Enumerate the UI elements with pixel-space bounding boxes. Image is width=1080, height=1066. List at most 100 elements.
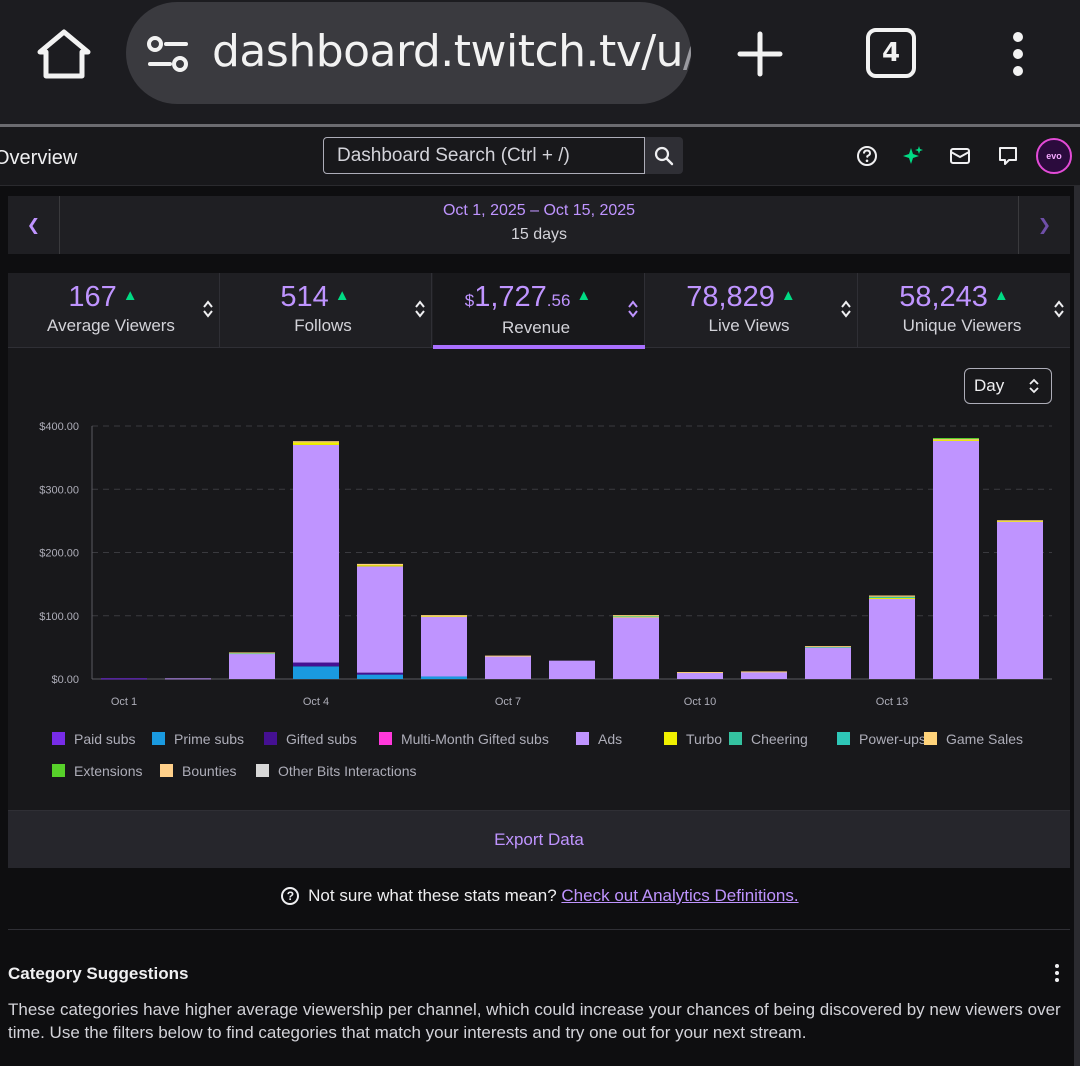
bar-segment xyxy=(933,438,979,440)
analytics-definitions-link[interactable]: Check out Analytics Definitions. xyxy=(561,886,799,905)
tab-switcher-button[interactable]: 4 xyxy=(866,28,916,78)
y-tick-label: $300.00 xyxy=(39,484,79,496)
bar-segment xyxy=(677,672,723,674)
bar-segment xyxy=(357,674,403,679)
help-circle-icon: ? xyxy=(281,887,300,905)
stat-value: 58,243 ▲ xyxy=(899,281,1009,313)
bar-segment xyxy=(613,615,659,617)
whispers-icon[interactable] xyxy=(997,145,1019,167)
legend-label: Other Bits Interactions xyxy=(278,763,417,779)
stat-tab-follows[interactable]: 514 ▲ Follows xyxy=(220,273,432,348)
stat-tab-unique-viewers[interactable]: 58,243 ▲ Unique Viewers xyxy=(859,273,1070,348)
bar-segment xyxy=(997,520,1043,522)
legend-label: Power-ups xyxy=(859,731,926,747)
search-icon xyxy=(654,146,674,165)
stats-panel: 167 ▲ Average Viewers 514 ▲ Follows $1,727… xyxy=(8,273,1070,868)
interval-select[interactable]: Day xyxy=(964,368,1052,404)
legend-item[interactable]: Cheering xyxy=(729,731,808,747)
dashboard-search[interactable] xyxy=(323,137,645,174)
home-icon[interactable] xyxy=(36,28,92,80)
stat-tab-average-viewers[interactable]: 167 ▲ Average Viewers xyxy=(8,273,220,348)
stat-value: $1,727.56 ▲ xyxy=(464,281,592,313)
chevron-right-icon: ❯ xyxy=(1037,217,1052,234)
bar-segment xyxy=(229,653,275,679)
sparkle-icon[interactable] xyxy=(902,145,924,167)
help-text: Not sure what these stats mean? xyxy=(308,886,557,905)
browser-menu-icon[interactable] xyxy=(1008,30,1028,78)
sort-icon[interactable] xyxy=(841,299,851,319)
date-range-picker: ❮ Oct 1, 2025 – Oct 15, 2025 15 days ❯ xyxy=(8,196,1070,254)
bar-segment xyxy=(613,617,659,679)
legend-label: Prime subs xyxy=(174,731,245,747)
sort-icon[interactable] xyxy=(628,299,638,319)
trend-up-icon: ▲ xyxy=(993,287,1009,304)
legend-label: Paid subs xyxy=(74,731,136,747)
legend-item[interactable]: Prime subs xyxy=(152,731,244,747)
legend-item[interactable]: Ads xyxy=(576,731,622,747)
trend-up-icon: ▲ xyxy=(334,287,350,304)
legend-swatch xyxy=(576,732,589,745)
legend-item[interactable]: Turbo xyxy=(664,731,722,747)
bar-segment xyxy=(165,678,211,680)
legend-item[interactable]: Gifted subs xyxy=(264,731,357,747)
help-icon[interactable] xyxy=(856,145,878,167)
legend-item[interactable]: Other Bits Interactions xyxy=(256,763,417,779)
stat-label: Unique Viewers xyxy=(902,316,1022,335)
sort-icon[interactable] xyxy=(1054,299,1064,319)
bar-segment xyxy=(357,566,403,673)
legend-swatch xyxy=(924,732,937,745)
x-tick-label: Oct 7 xyxy=(495,696,521,708)
bar-segment xyxy=(869,596,915,599)
stat-label: Average Viewers xyxy=(47,316,175,335)
legend-item[interactable]: Game Sales xyxy=(924,731,1023,747)
stat-tabs: 167 ▲ Average Viewers 514 ▲ Follows $1,727… xyxy=(8,273,1070,349)
bar-segment xyxy=(933,438,979,440)
avatar[interactable]: evo xyxy=(1036,138,1072,174)
bar-segment xyxy=(293,666,339,679)
legend-swatch xyxy=(160,764,173,777)
bar-segment xyxy=(869,598,915,679)
legend-label: Game Sales xyxy=(946,731,1024,747)
page-title: Overview xyxy=(0,147,78,169)
x-tick-label: Oct 4 xyxy=(303,696,329,708)
search-input[interactable] xyxy=(324,138,644,173)
page-scrollbar[interactable] xyxy=(1074,186,1080,1066)
bar-segment xyxy=(229,652,275,654)
url-text: dashboard.twitch.tv/u/ xyxy=(212,26,691,77)
legend-item[interactable]: Power-ups xyxy=(837,731,926,747)
site-settings-icon[interactable] xyxy=(146,34,190,74)
export-data-button[interactable]: Export Data xyxy=(8,810,1070,868)
legend-item[interactable]: Multi-Month Gifted subs xyxy=(379,731,549,747)
legend-item[interactable]: Extensions xyxy=(52,763,142,779)
new-tab-icon[interactable] xyxy=(736,30,784,78)
next-range-button[interactable]: ❯ xyxy=(1018,196,1070,254)
date-range-text[interactable]: Oct 1, 2025 – Oct 15, 2025 xyxy=(442,202,636,219)
url-bar[interactable]: dashboard.twitch.tv/u/ xyxy=(126,2,691,104)
legend-item[interactable]: Paid subs xyxy=(52,731,135,747)
y-tick-label: $400.00 xyxy=(39,421,79,433)
bar-segment xyxy=(997,520,1043,522)
sort-icon[interactable] xyxy=(415,299,425,319)
bar-segment xyxy=(293,444,339,663)
bar-segment xyxy=(805,646,851,648)
more-options-icon[interactable] xyxy=(1052,963,1062,983)
stat-value: 78,829 ▲ xyxy=(686,281,796,313)
inbox-icon[interactable] xyxy=(949,145,971,167)
stat-tab-revenue[interactable]: $1,727.56 ▲ Revenue xyxy=(433,273,645,349)
bar-segment xyxy=(293,442,339,445)
legend-label: Bounties xyxy=(182,763,237,779)
trend-up-icon: ▲ xyxy=(576,287,592,304)
legend-label: Gifted subs xyxy=(286,731,357,747)
x-tick-label: Oct 13 xyxy=(876,696,908,708)
stat-label: Revenue xyxy=(501,318,571,337)
revenue-chart: $0.00 $100.00 $200.00 $300.00 $400.00 Oct 1 Oc… xyxy=(39,421,1052,708)
bar-segment xyxy=(357,563,403,566)
legend-item[interactable]: Bounties xyxy=(160,763,236,779)
sort-icon[interactable] xyxy=(203,299,213,319)
search-button[interactable] xyxy=(645,137,683,174)
previous-range-button[interactable]: ❮ xyxy=(8,196,60,254)
bar-segment xyxy=(613,615,659,617)
bar-segment xyxy=(997,521,1043,679)
stat-tab-live-views[interactable]: 78,829 ▲ Live Views xyxy=(646,273,858,348)
legend-swatch xyxy=(664,732,677,745)
